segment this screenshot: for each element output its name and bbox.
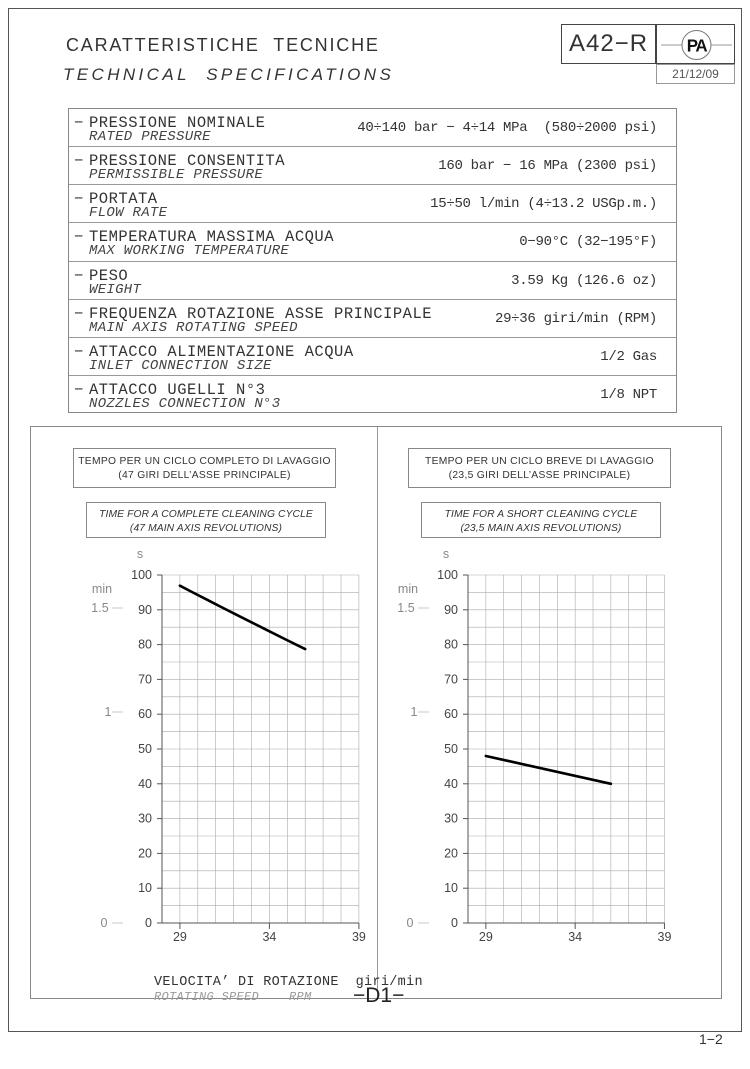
svg-text:90: 90 [444, 603, 458, 617]
svg-text:34: 34 [568, 930, 582, 944]
svg-text:34: 34 [262, 930, 276, 944]
svg-text:0: 0 [451, 916, 458, 930]
svg-text:30: 30 [444, 812, 458, 826]
svg-text:PA: PA [687, 35, 708, 55]
svg-text:39: 39 [658, 930, 672, 944]
svg-text:s: s [137, 547, 143, 561]
svg-text:1.5: 1.5 [91, 601, 108, 615]
svg-text:100: 100 [131, 568, 152, 582]
svg-text:29: 29 [479, 930, 493, 944]
svg-text:30: 30 [138, 812, 152, 826]
svg-text:90: 90 [138, 603, 152, 617]
svg-text:20: 20 [138, 846, 152, 860]
svg-text:39: 39 [352, 930, 366, 944]
svg-text:100: 100 [437, 568, 458, 582]
svg-text:50: 50 [444, 742, 458, 756]
svg-text:10: 10 [138, 881, 152, 895]
svg-text:20: 20 [444, 846, 458, 860]
svg-text:0: 0 [101, 916, 108, 930]
svg-text:70: 70 [444, 672, 458, 686]
svg-text:0: 0 [145, 916, 152, 930]
svg-text:60: 60 [444, 707, 458, 721]
svg-text:10: 10 [444, 881, 458, 895]
svg-text:40: 40 [138, 777, 152, 791]
svg-text:80: 80 [444, 638, 458, 652]
svg-text:s: s [443, 547, 449, 561]
svg-text:0: 0 [407, 916, 414, 930]
svg-text:40: 40 [444, 777, 458, 791]
svg-text:50: 50 [138, 742, 152, 756]
svg-text:min: min [92, 582, 112, 596]
svg-text:min: min [398, 582, 418, 596]
svg-text:70: 70 [138, 672, 152, 686]
svg-text:1: 1 [105, 705, 112, 719]
svg-text:29: 29 [173, 930, 187, 944]
svg-text:60: 60 [138, 707, 152, 721]
svg-text:1: 1 [411, 705, 418, 719]
svg-text:80: 80 [138, 638, 152, 652]
svg-text:1.5: 1.5 [397, 601, 414, 615]
